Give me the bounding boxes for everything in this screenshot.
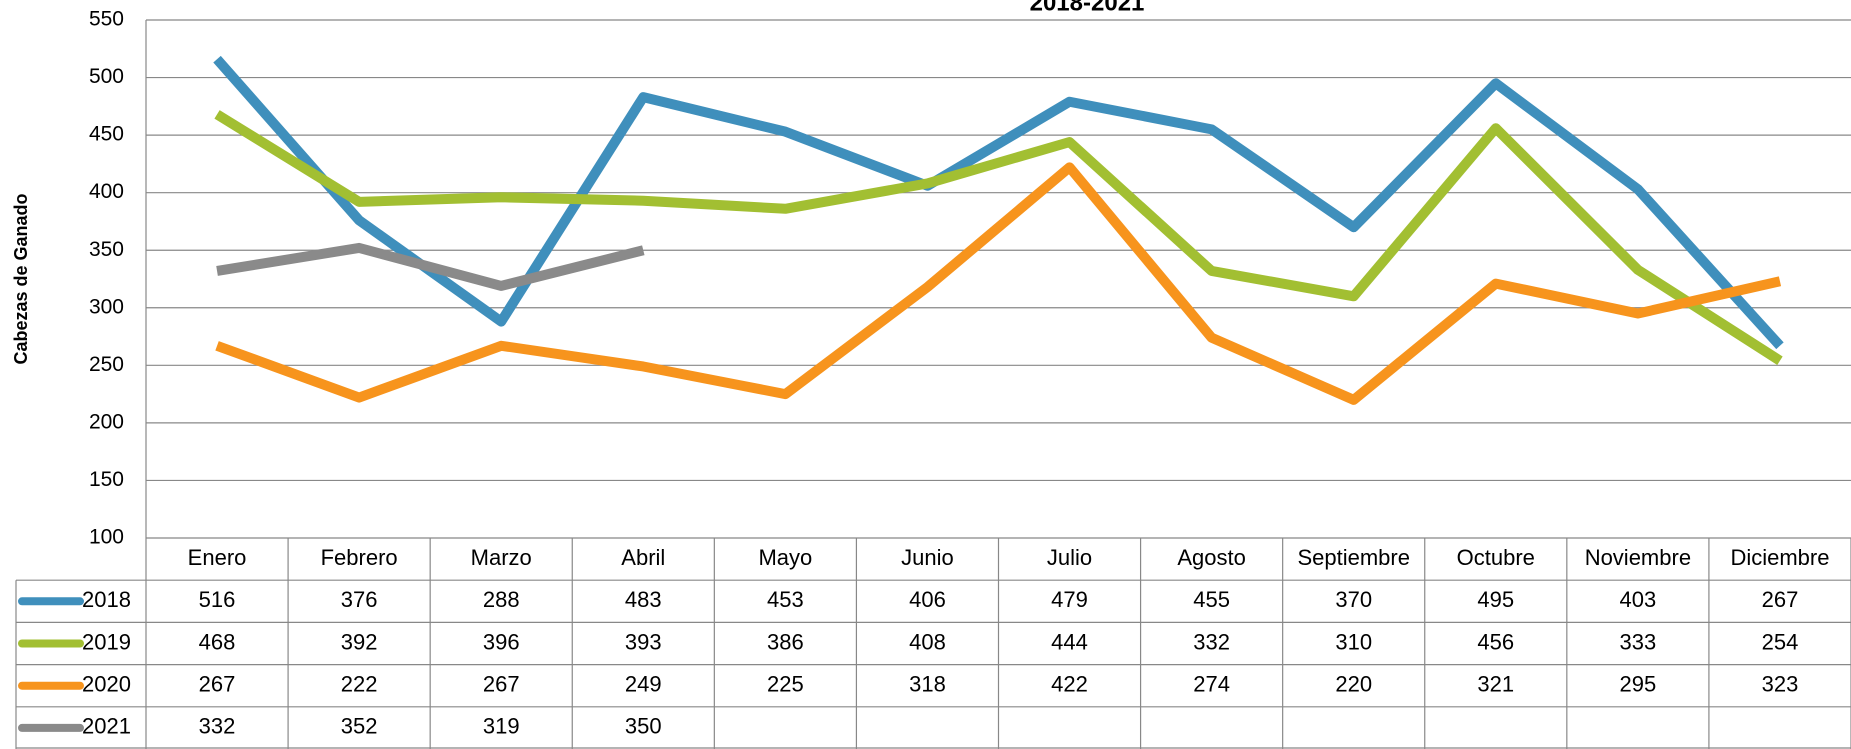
y-tick-label: 350 xyxy=(89,238,124,261)
legend-label: 2020 xyxy=(82,672,131,697)
series-line xyxy=(215,162,1782,405)
table-value: 456 xyxy=(1477,629,1514,654)
table-value: 352 xyxy=(341,714,378,739)
table-value: 408 xyxy=(909,629,946,654)
table-value: 396 xyxy=(483,629,520,654)
table-value: 386 xyxy=(767,629,804,654)
x-tick-label: Septiembre xyxy=(1297,545,1410,570)
x-tick-label: Agosto xyxy=(1177,545,1246,570)
table-value: 422 xyxy=(1051,672,1088,697)
y-tick-label: 100 xyxy=(89,526,124,549)
table-value: 376 xyxy=(341,587,378,612)
x-tick-label: Octubre xyxy=(1457,545,1535,570)
table-value: 455 xyxy=(1193,587,1230,612)
y-tick-label: 550 xyxy=(89,8,124,31)
table-value: 222 xyxy=(341,672,378,697)
table-value: 516 xyxy=(199,587,236,612)
y-tick-label: 150 xyxy=(89,468,124,491)
y-tick-label: 250 xyxy=(89,353,124,376)
y-tick-label: 200 xyxy=(89,410,124,433)
x-tick-label: Diciembre xyxy=(1730,545,1829,570)
table-value: 406 xyxy=(909,587,946,612)
table-value: 321 xyxy=(1477,672,1514,697)
table-value: 403 xyxy=(1620,587,1657,612)
table-value: 267 xyxy=(1762,587,1799,612)
table-value: 453 xyxy=(767,587,804,612)
legend-label: 2021 xyxy=(82,714,131,739)
table-value: 318 xyxy=(909,672,946,697)
series-line xyxy=(216,242,645,291)
table-value: 254 xyxy=(1762,629,1799,654)
series-line xyxy=(213,55,1784,350)
y-tick-label: 500 xyxy=(89,65,124,88)
x-tick-label: Abril xyxy=(621,545,665,570)
table-value: 393 xyxy=(625,629,662,654)
table-value: 267 xyxy=(483,672,520,697)
x-tick-label: Noviembre xyxy=(1585,545,1691,570)
y-tick-label: 400 xyxy=(89,180,124,203)
table-value: 392 xyxy=(341,629,378,654)
x-tick-label: Marzo xyxy=(471,545,532,570)
table-value: 468 xyxy=(199,629,236,654)
table-value: 319 xyxy=(483,714,520,739)
table-value: 225 xyxy=(767,672,804,697)
table-value: 288 xyxy=(483,587,520,612)
table-value: 323 xyxy=(1762,672,1799,697)
legend-label: 2019 xyxy=(82,629,131,654)
x-tick-label: Julio xyxy=(1047,545,1092,570)
x-tick-label: Junio xyxy=(901,545,954,570)
series-line xyxy=(214,110,1783,365)
table-value: 495 xyxy=(1477,587,1514,612)
x-tick-label: Enero xyxy=(188,545,247,570)
x-tick-label: Mayo xyxy=(758,545,812,570)
y-tick-label: 300 xyxy=(89,295,124,318)
table-value: 444 xyxy=(1051,629,1088,654)
table-value: 332 xyxy=(199,714,236,739)
table-value: 310 xyxy=(1335,629,1372,654)
table-value: 479 xyxy=(1051,587,1088,612)
table-value: 333 xyxy=(1620,629,1657,654)
table-value: 350 xyxy=(625,714,662,739)
table-value: 274 xyxy=(1193,672,1230,697)
table-value: 370 xyxy=(1335,587,1372,612)
chart-title: 2018-2021 xyxy=(1030,0,1145,16)
table-value: 220 xyxy=(1335,672,1372,697)
table-value: 267 xyxy=(199,672,236,697)
table-value: 332 xyxy=(1193,629,1230,654)
table-value: 249 xyxy=(625,672,662,697)
table-value: 483 xyxy=(625,587,662,612)
y-tick-label: 450 xyxy=(89,123,124,146)
x-tick-label: Febrero xyxy=(321,545,398,570)
y-axis-label: Cabezas de Ganado xyxy=(11,193,31,364)
legend-label: 2018 xyxy=(82,587,131,612)
table-value: 295 xyxy=(1620,672,1657,697)
